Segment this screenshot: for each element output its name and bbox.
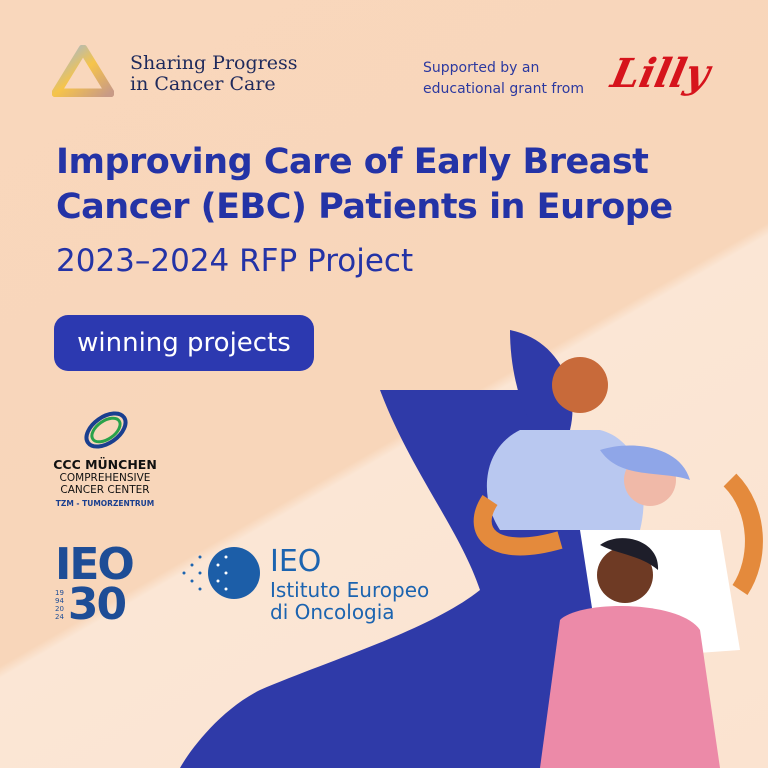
winning-projects-badge: winning projects	[54, 315, 314, 371]
ccc-logo-icon	[84, 411, 128, 449]
sharing-progress-logo-icon	[52, 45, 114, 97]
lilly-logo: Lilly	[607, 50, 714, 97]
ieo-globe-icon	[182, 547, 260, 599]
ccc-muenchen-logo: CCC MÜNCHEN COMPREHENSIVE CANCER CENTER TZM…	[53, 457, 157, 508]
patients-illustration	[180, 330, 763, 768]
ieo-logo-text: IEO Istituto Europeo di Oncologia	[270, 544, 430, 624]
ieo-30-logo: IEO 19 94 20 24 30	[55, 539, 135, 630]
brand-name: Sharing Progress in Cancer Care	[130, 52, 298, 95]
page-title: Improving Care of Early Breast Cancer (EB…	[56, 142, 673, 227]
support-text: Supported by an educational grant from	[423, 60, 584, 97]
subtitle: 2023–2024 RFP Project	[56, 243, 414, 279]
